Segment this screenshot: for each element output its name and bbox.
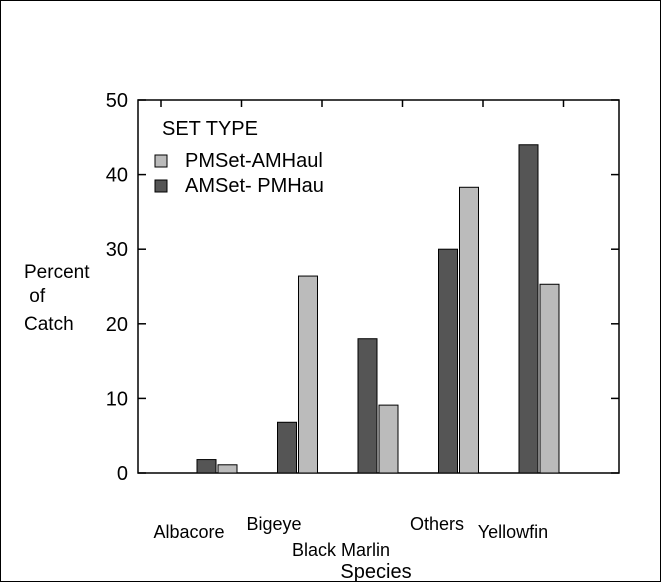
y-axis-label-line: Catch bbox=[24, 314, 74, 335]
bar-albacore-series-0 bbox=[196, 459, 217, 474]
legend: SET TYPE PMSet-AMHaul AMSet- PMHau bbox=[154, 118, 324, 197]
x-category-label: Others bbox=[410, 514, 464, 534]
bar-yellowfin-series-1 bbox=[539, 283, 560, 474]
y-tick-label: 50 bbox=[106, 90, 128, 112]
x-category-labels: Albacore Bigeye Black Marlin Others Yellowfi… bbox=[153, 514, 548, 560]
x-category-label: Black Marlin bbox=[292, 540, 390, 560]
legend-entry: AMSet- PMHau bbox=[185, 175, 324, 197]
y-tick-labels: 0 10 20 30 40 50 bbox=[106, 90, 128, 485]
legend-entry: PMSet-AMHaul bbox=[185, 150, 323, 172]
y-axis-label-line: of bbox=[24, 286, 46, 307]
legend-swatch bbox=[154, 154, 168, 168]
y-tick-label: 30 bbox=[106, 239, 128, 261]
legend-swatch bbox=[154, 179, 168, 193]
y-tick-label: 10 bbox=[106, 388, 128, 410]
bar-bigeye-series-1 bbox=[298, 275, 318, 474]
bar-black-marlin-series-1 bbox=[378, 404, 399, 474]
y-tick-label: 40 bbox=[106, 165, 128, 187]
x-axis-label: Species bbox=[340, 561, 411, 583]
bar-albacore-series-1 bbox=[217, 464, 238, 474]
bar-black-marlin-series-0 bbox=[357, 338, 378, 474]
y-tick-label: 20 bbox=[106, 314, 128, 336]
bar-others-series-1 bbox=[459, 186, 479, 474]
y-axis-label-line: Percent bbox=[24, 262, 90, 283]
x-category-label: Bigeye bbox=[246, 514, 301, 534]
bar-marks bbox=[196, 144, 560, 474]
y-axis-label: Percent of Catch bbox=[24, 262, 90, 335]
legend-title: SET TYPE bbox=[162, 118, 258, 140]
x-category-label: Yellowfin bbox=[478, 522, 548, 542]
bar-yellowfin-series-0 bbox=[518, 144, 539, 474]
y-tick-label: 0 bbox=[117, 463, 128, 485]
x-category-label: Albacore bbox=[153, 522, 224, 542]
bar-bigeye-series-0 bbox=[277, 421, 297, 474]
bar-others-series-0 bbox=[438, 248, 458, 474]
